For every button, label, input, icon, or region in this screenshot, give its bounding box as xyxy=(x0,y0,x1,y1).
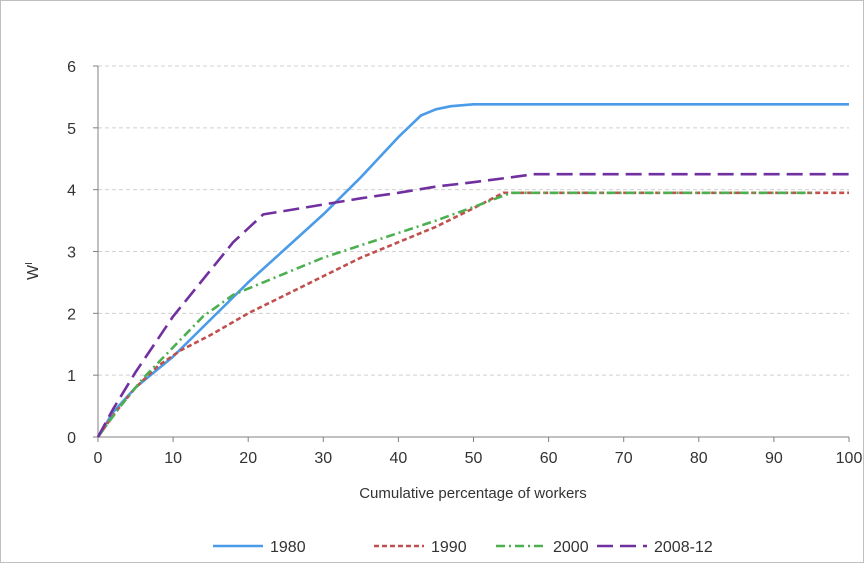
y-axis-label: WI xyxy=(24,262,42,280)
legend: 1980 1990 2000 2008-12 xyxy=(213,539,713,556)
x-tick-label: 10 xyxy=(164,450,182,467)
y-axis-label-main: W xyxy=(25,264,42,280)
x-tick-label: 40 xyxy=(390,450,408,467)
y-tick-label: 2 xyxy=(67,306,76,323)
x-tick-label: 30 xyxy=(314,450,332,467)
x-tick-labels: 0 10 20 30 40 50 60 70 80 90 100 xyxy=(94,450,863,467)
axes xyxy=(93,65,850,442)
x-tick-label: 80 xyxy=(690,450,708,467)
y-tick-label: 3 xyxy=(67,245,76,262)
gridlines xyxy=(98,65,849,376)
legend-label-1980: 1980 xyxy=(270,539,306,556)
x-tick-label: 20 xyxy=(239,450,257,467)
x-axis-label: Cumulative percentage of workers xyxy=(359,485,587,502)
y-tick-label: 1 xyxy=(67,368,76,385)
series-line-2000 xyxy=(96,191,812,438)
x-tick-label: 50 xyxy=(465,450,483,467)
x-tick-label: 0 xyxy=(94,450,103,467)
x-tick-label: 70 xyxy=(615,450,633,467)
y-axis-label-superscript: I xyxy=(24,262,35,265)
y-tick-label: 0 xyxy=(67,430,76,447)
x-tick-label: 100 xyxy=(836,450,863,467)
y-tick-label: 5 xyxy=(67,121,76,138)
series-line-1980 xyxy=(96,103,849,438)
legend-label-1990: 1990 xyxy=(431,539,467,556)
series-line-1990 xyxy=(96,191,849,438)
series-line-2008-12 xyxy=(96,172,849,438)
legend-label-2008-12: 2008-12 xyxy=(654,539,713,556)
series-lines xyxy=(96,103,849,438)
legend-label-2000: 2000 xyxy=(553,539,589,556)
y-tick-label: 4 xyxy=(67,183,76,200)
x-tick-label: 90 xyxy=(765,450,783,467)
y-tick-labels: 0 1 2 3 4 5 6 xyxy=(67,59,76,447)
x-tick-label: 60 xyxy=(540,450,558,467)
y-tick-label: 6 xyxy=(67,59,76,76)
